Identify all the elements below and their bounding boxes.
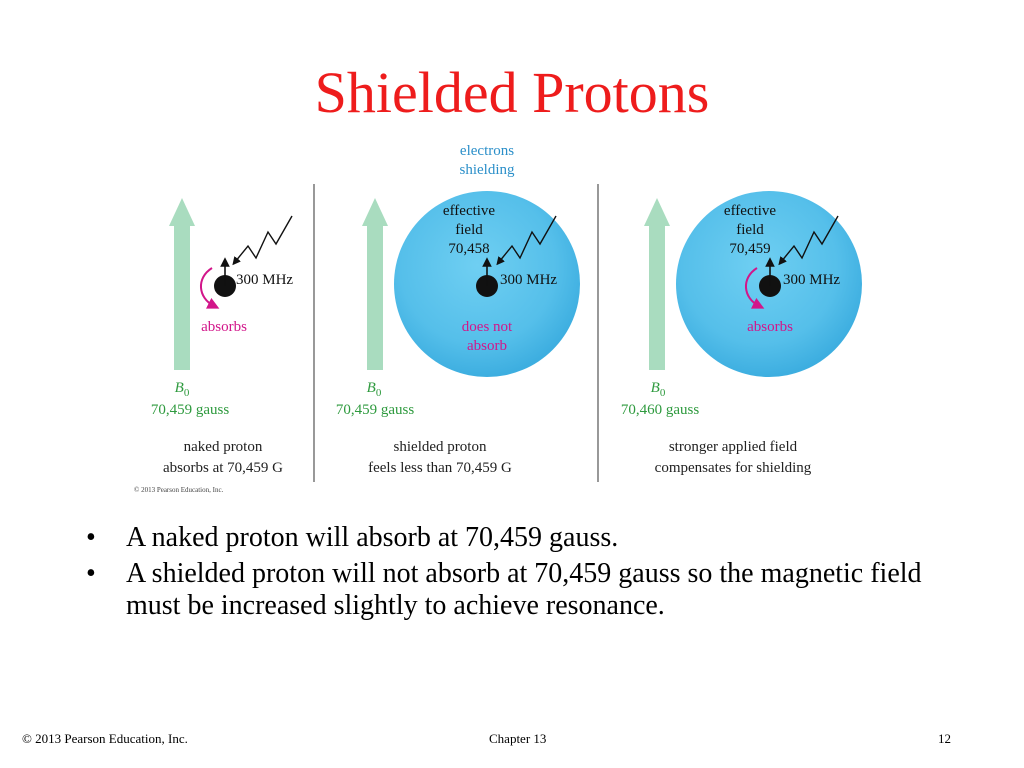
effective-label-line1: effective bbox=[443, 203, 496, 219]
result-label-line1: does not bbox=[462, 319, 513, 335]
result-label: absorbs bbox=[201, 319, 247, 335]
effective-label-line2: field bbox=[736, 222, 764, 238]
b0-label: B0 bbox=[175, 380, 190, 399]
freq-label: 300 MHz bbox=[236, 272, 293, 288]
b0-subscript: 0 bbox=[376, 387, 382, 399]
b0-field-arrow-icon bbox=[644, 198, 670, 370]
effective-label-line2: field bbox=[455, 222, 483, 238]
result-label: absorbs bbox=[747, 319, 793, 335]
footer-copyright: © 2013 Pearson Education, Inc. bbox=[22, 731, 188, 746]
electrons-label-line1: electrons bbox=[460, 143, 514, 159]
bullet-text: A shielded proton will not absorb at 70,… bbox=[126, 558, 922, 621]
precession-arrow-icon bbox=[200, 267, 220, 309]
caption-line2: compensates for shielding bbox=[655, 460, 812, 476]
b0-subscript: 0 bbox=[184, 387, 190, 399]
result-label-line2: absorb bbox=[467, 338, 507, 354]
b0-label: B0 bbox=[651, 380, 666, 399]
panel-naked-proton: 300 MHz absorbs B0 70,459 gauss naked pr… bbox=[151, 198, 293, 476]
radio-wave-icon bbox=[232, 215, 293, 266]
freq-label: 300 MHz bbox=[783, 272, 840, 288]
caption-line1: stronger applied field bbox=[669, 439, 798, 455]
b0-symbol: B bbox=[175, 380, 184, 396]
effective-label-line1: effective bbox=[724, 203, 777, 219]
caption-line1: naked proton bbox=[184, 439, 263, 455]
panel-stronger-field: effective field 70,459 300 MHz absorbs B… bbox=[621, 191, 862, 476]
radio-wave-icon bbox=[778, 215, 839, 266]
b0-field-arrow-icon bbox=[362, 198, 388, 370]
field-value-label: 70,459 gauss bbox=[151, 402, 229, 418]
field-value-label: 70,460 gauss bbox=[621, 402, 699, 418]
effective-label-line3: 70,458 bbox=[448, 241, 489, 257]
figure-copyright: © 2013 Pearson Education, Inc. bbox=[134, 486, 224, 494]
freq-label: 300 MHz bbox=[500, 272, 557, 288]
b0-label: B0 bbox=[367, 380, 382, 399]
b0-symbol: B bbox=[367, 380, 376, 396]
slide-title: Shielded Protons bbox=[314, 60, 710, 125]
effective-label-line3: 70,459 bbox=[729, 241, 770, 257]
footer-page-number: 12 bbox=[938, 731, 951, 746]
bullet-dot: • bbox=[86, 558, 96, 589]
bullet-item: • A naked proton will absorb at 70,459 ga… bbox=[86, 522, 946, 554]
caption-line2: absorbs at 70,459 G bbox=[163, 460, 283, 476]
radio-wave-icon bbox=[496, 215, 557, 266]
bullet-item: • A shielded proton will not absorb at 70… bbox=[86, 558, 946, 622]
bullet-dot: • bbox=[86, 522, 96, 553]
bullet-text: A naked proton will absorb at 70,459 gau… bbox=[126, 522, 619, 553]
field-value-label: 70,459 gauss bbox=[336, 402, 414, 418]
b0-field-arrow-icon bbox=[169, 198, 195, 370]
caption-line1: shielded proton bbox=[394, 439, 487, 455]
electrons-label-line2: shielding bbox=[460, 162, 515, 178]
b0-symbol: B bbox=[651, 380, 660, 396]
b0-subscript: 0 bbox=[660, 387, 666, 399]
panel-shielded-proton: effective field 70,458 300 MHz does not … bbox=[336, 191, 580, 476]
caption-line2: feels less than 70,459 G bbox=[368, 460, 512, 476]
footer-chapter: Chapter 13 bbox=[489, 731, 547, 746]
bullet-list: • A naked proton will absorb at 70,459 ga… bbox=[86, 522, 946, 626]
precession-arrow-icon bbox=[745, 267, 765, 309]
